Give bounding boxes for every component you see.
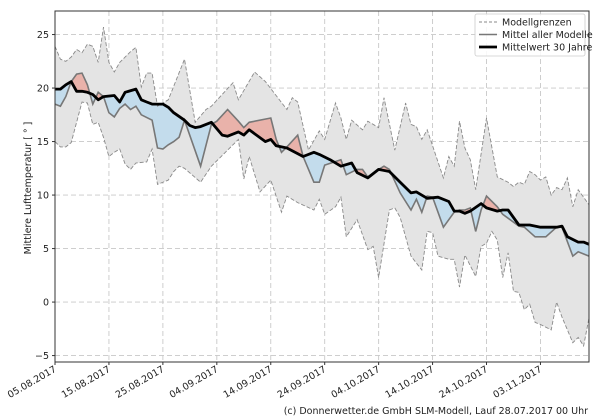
x-tick-label: 03.11.2017 xyxy=(491,364,544,401)
model-range-fill xyxy=(55,27,589,346)
y-tick-label: 10 xyxy=(37,191,49,202)
x-tick-label: 04.09.2017 xyxy=(168,364,221,401)
legend-box xyxy=(474,13,586,57)
x-tick-label: 15.08.2017 xyxy=(60,364,113,401)
x-tick-label: 04.10.2017 xyxy=(330,364,383,401)
y-tick-label: 5 xyxy=(43,244,49,255)
legend-label-climate: Mittelwert 30 Jahre xyxy=(502,43,592,54)
y-tick-label: 0 xyxy=(43,298,49,309)
y-tick-label: 20 xyxy=(37,84,49,95)
y-tick-label: 15 xyxy=(37,137,49,148)
model-lower-bound-line xyxy=(54,101,590,348)
y-tick-label: −5 xyxy=(35,351,49,362)
copyright-footer: (c) Donnerwetter.de GmbH SLM-Modell, Lau… xyxy=(283,406,588,417)
x-tick-label: 14.10.2017 xyxy=(383,364,436,401)
y-axis-label: Mittlere Lufttemperatur [ ° ] xyxy=(23,122,34,255)
model-upper-bound-line xyxy=(54,27,590,207)
x-tick-label: 24.09.2017 xyxy=(276,364,329,401)
climate-30y-mean-line xyxy=(55,80,590,246)
x-tick-label: 25.08.2017 xyxy=(114,364,167,401)
x-tick-label: 05.08.2017 xyxy=(6,364,59,401)
x-axis-ticks: 05.08.2017 15.08.2017 25.08.2017 04.09.2017… xyxy=(6,362,544,401)
y-axis-ticks: −5 0 5 10 15 20 25 xyxy=(35,30,55,362)
x-tick-label: 24.10.2017 xyxy=(437,364,490,401)
plot-frame xyxy=(54,10,590,363)
y-tick-label: 25 xyxy=(37,30,49,41)
legend-label-mean: Mittel aller Modelle xyxy=(502,30,593,41)
legend: Modellgrenzen Mittel aller Modelle Mitte… xyxy=(474,13,593,57)
legend-label-range: Modellgrenzen xyxy=(502,18,572,29)
x-tick-label: 14.09.2017 xyxy=(222,364,275,401)
